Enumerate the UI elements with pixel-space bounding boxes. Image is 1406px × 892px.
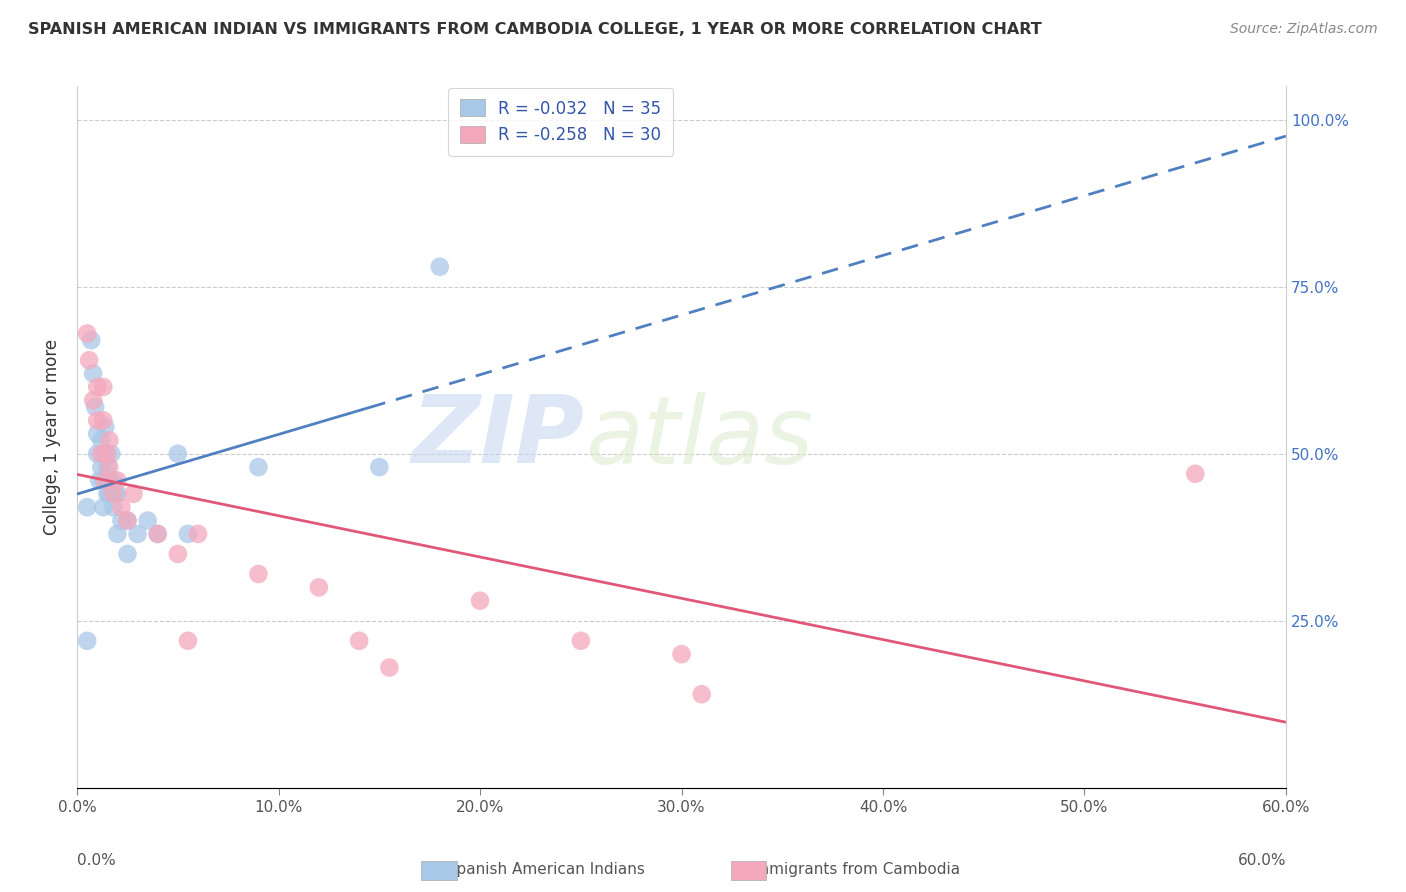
Point — [84, 400, 107, 414]
Point — [77, 353, 100, 368]
Point — [76, 326, 98, 341]
Point — [100, 447, 122, 461]
Point — [91, 500, 114, 515]
Point — [569, 633, 592, 648]
Point — [76, 500, 98, 515]
Point — [110, 500, 132, 515]
Point — [122, 487, 145, 501]
Point — [146, 527, 169, 541]
Point — [90, 434, 112, 448]
Point — [90, 460, 112, 475]
Point — [103, 487, 125, 501]
Point — [94, 447, 117, 461]
Point — [82, 393, 104, 408]
Point — [247, 566, 270, 581]
Point — [105, 487, 128, 501]
Point — [166, 447, 188, 461]
Point — [94, 474, 117, 488]
Point — [378, 660, 401, 674]
Point — [98, 460, 121, 475]
Point — [96, 460, 118, 475]
Point — [103, 500, 125, 515]
Legend: R = -0.032   N = 35, R = -0.258   N = 30: R = -0.032 N = 35, R = -0.258 N = 30 — [449, 87, 673, 156]
Point — [347, 633, 370, 648]
Text: Spanish American Indians: Spanish American Indians — [437, 863, 645, 877]
Point — [308, 580, 330, 594]
Point — [86, 413, 108, 427]
Point — [91, 474, 114, 488]
Point — [117, 514, 139, 528]
Text: Source: ZipAtlas.com: Source: ZipAtlas.com — [1230, 22, 1378, 37]
Point — [94, 420, 117, 434]
Point — [105, 527, 128, 541]
Point — [91, 413, 114, 427]
Point — [127, 527, 149, 541]
Text: atlas: atlas — [585, 392, 813, 483]
Point — [177, 633, 200, 648]
Point — [468, 593, 491, 607]
Point — [86, 380, 108, 394]
Point — [117, 514, 139, 528]
Text: 0.0%: 0.0% — [77, 854, 115, 868]
Point — [146, 527, 169, 541]
Point — [117, 547, 139, 561]
Text: Immigrants from Cambodia: Immigrants from Cambodia — [740, 863, 960, 877]
Point — [96, 487, 118, 501]
Point — [105, 474, 128, 488]
Text: 60.0%: 60.0% — [1237, 854, 1286, 868]
Point — [671, 647, 693, 661]
Point — [166, 547, 188, 561]
Point — [429, 260, 451, 274]
Text: ZIP: ZIP — [412, 391, 585, 483]
Point — [110, 514, 132, 528]
Point — [86, 426, 108, 441]
Point — [187, 527, 209, 541]
Point — [91, 380, 114, 394]
Point — [690, 687, 713, 701]
Point — [1184, 467, 1206, 481]
Point — [80, 333, 103, 347]
Point — [90, 447, 112, 461]
Point — [103, 474, 125, 488]
Point — [86, 447, 108, 461]
Point — [247, 460, 270, 475]
Point — [98, 487, 121, 501]
Point — [98, 474, 121, 488]
Point — [82, 367, 104, 381]
Point — [177, 527, 200, 541]
Y-axis label: College, 1 year or more: College, 1 year or more — [44, 339, 60, 535]
Point — [104, 487, 127, 501]
Point — [368, 460, 391, 475]
Point — [98, 434, 121, 448]
Point — [96, 447, 118, 461]
Point — [136, 514, 159, 528]
Text: SPANISH AMERICAN INDIAN VS IMMIGRANTS FROM CAMBODIA COLLEGE, 1 YEAR OR MORE CORR: SPANISH AMERICAN INDIAN VS IMMIGRANTS FR… — [28, 22, 1042, 37]
Point — [76, 633, 98, 648]
Point — [89, 474, 111, 488]
